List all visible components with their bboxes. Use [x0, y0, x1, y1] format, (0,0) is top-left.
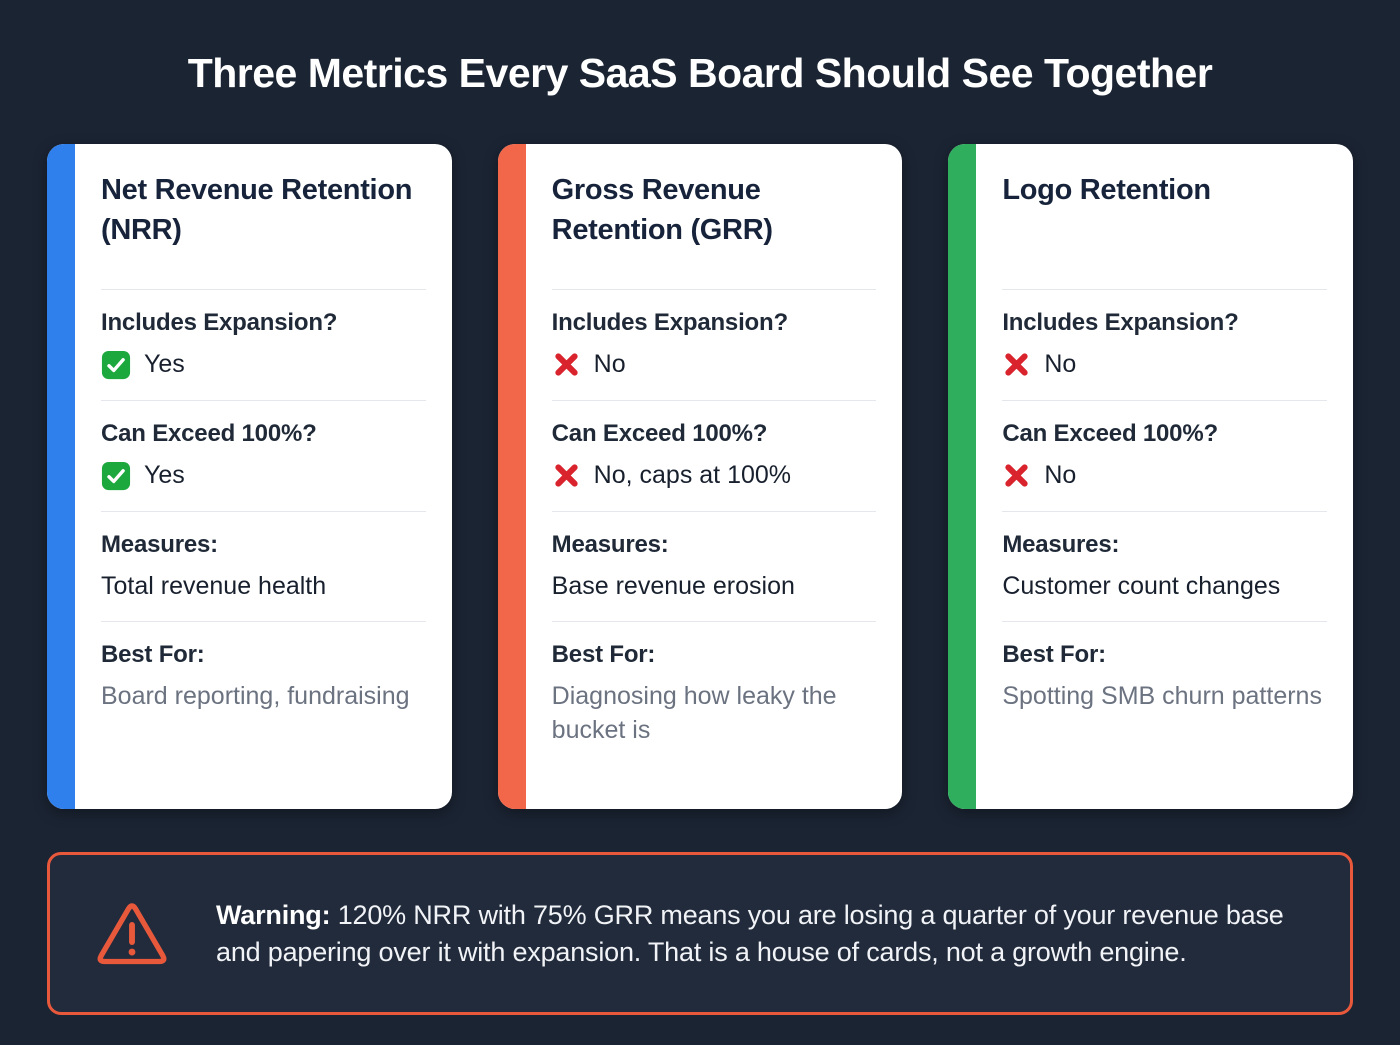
card-title: Logo Retention	[1002, 170, 1328, 290]
row-value: Total revenue health	[101, 570, 426, 604]
row-value: Base revenue erosion	[552, 570, 877, 604]
card-row: Includes Expansion? No	[1002, 290, 1328, 401]
row-value-text: Total revenue health	[101, 571, 327, 600]
row-value: Yes	[101, 348, 426, 382]
row-value: No	[1002, 459, 1327, 493]
cross-icon	[552, 350, 581, 379]
card-row: Can Exceed 100%? No	[1002, 401, 1328, 512]
card-accent-bar	[47, 144, 75, 809]
row-value-text: Base revenue erosion	[551, 571, 795, 600]
card-accent-bar	[948, 144, 977, 809]
card-row: Includes Expansion? Yes	[101, 290, 426, 401]
card-logo-retention: Logo Retention Includes Expansion? No Ca…	[948, 144, 1354, 809]
row-label: Includes Expansion?	[551, 309, 788, 336]
row-value-text: No	[593, 350, 626, 378]
warning-label: Warning:	[216, 900, 331, 931]
warning-callout: Warning: 120% NRR with 75% GRR means you…	[47, 852, 1353, 1015]
row-value: Yes	[101, 459, 426, 493]
metric-cards-row: Net Revenue Retention (NRR) Includes Exp…	[47, 144, 1354, 809]
row-value-text: No	[1044, 460, 1077, 489]
row-label: Includes Expansion?	[1002, 309, 1239, 336]
row-label: Can Exceed 100%?	[551, 419, 768, 447]
row-value: No	[552, 348, 877, 382]
warning-text: Warning: 120% NRR with 75% GRR means you…	[216, 897, 1312, 969]
row-value-text: No	[1044, 350, 1077, 378]
card-row: Best For: Spotting SMB churn patterns	[1002, 622, 1327, 732]
card-body: Logo Retention Includes Expansion? No Ca…	[976, 144, 1353, 809]
row-value: Diagnosing how leaky the bucket is	[551, 682, 837, 744]
warning-message: 120% NRR with 75% GRR means you are losi…	[216, 900, 1284, 967]
card-row: Can Exceed 100%? No, caps at 100%	[551, 401, 877, 512]
card-row: Can Exceed 100%? Yes	[101, 401, 426, 512]
row-value-text: No, caps at 100%	[593, 460, 792, 489]
page-title: Three Metrics Every SaaS Board Should Se…	[187, 50, 1213, 96]
row-label: Measures:	[1002, 530, 1120, 558]
check-icon	[101, 350, 131, 380]
row-label: Best For:	[551, 641, 656, 669]
card-row: Measures: Customer count changes	[1002, 512, 1328, 623]
cross-icon	[1002, 350, 1031, 379]
card-row: Measures: Base revenue erosion	[551, 512, 877, 623]
row-label: Measures:	[551, 530, 669, 558]
row-value: No	[1002, 348, 1327, 382]
card-nrr: Net Revenue Retention (NRR) Includes Exp…	[47, 144, 452, 809]
row-label: Best For:	[1002, 641, 1106, 669]
row-value: No, caps at 100%	[552, 459, 877, 493]
cross-icon	[1002, 461, 1031, 490]
warning-icon	[94, 899, 170, 968]
cross-icon	[552, 461, 581, 490]
check-icon	[101, 461, 131, 491]
card-title: Net Revenue Retention (NRR)	[101, 170, 426, 290]
row-value-text: Customer count changes	[1002, 571, 1281, 600]
card-body: Net Revenue Retention (NRR) Includes Exp…	[75, 144, 452, 809]
row-value: Customer count changes	[1002, 570, 1327, 604]
card-title: Gross Revenue Retention (GRR)	[551, 170, 877, 290]
row-label: Can Exceed 100%?	[1002, 419, 1218, 447]
row-label: Can Exceed 100%?	[101, 419, 317, 447]
card-row: Includes Expansion? No	[551, 290, 877, 401]
row-label: Best For:	[101, 641, 205, 669]
row-value-text: Yes	[144, 350, 185, 378]
card-row: Best For: Diagnosing how leaky the bucke…	[552, 622, 877, 766]
card-body: Gross Revenue Retention (GRR) Includes E…	[526, 144, 903, 809]
row-value: Spotting SMB churn patterns	[1002, 682, 1322, 711]
row-label: Includes Expansion?	[101, 309, 338, 336]
card-grr: Gross Revenue Retention (GRR) Includes E…	[497, 144, 903, 809]
card-row: Best For: Board reporting, fundraising	[101, 622, 426, 732]
row-label: Measures:	[101, 530, 218, 558]
row-value-text: Yes	[144, 460, 185, 489]
row-value: Board reporting, fundraising	[101, 682, 410, 711]
card-accent-bar	[497, 144, 526, 809]
card-row: Measures: Total revenue health	[101, 512, 426, 623]
